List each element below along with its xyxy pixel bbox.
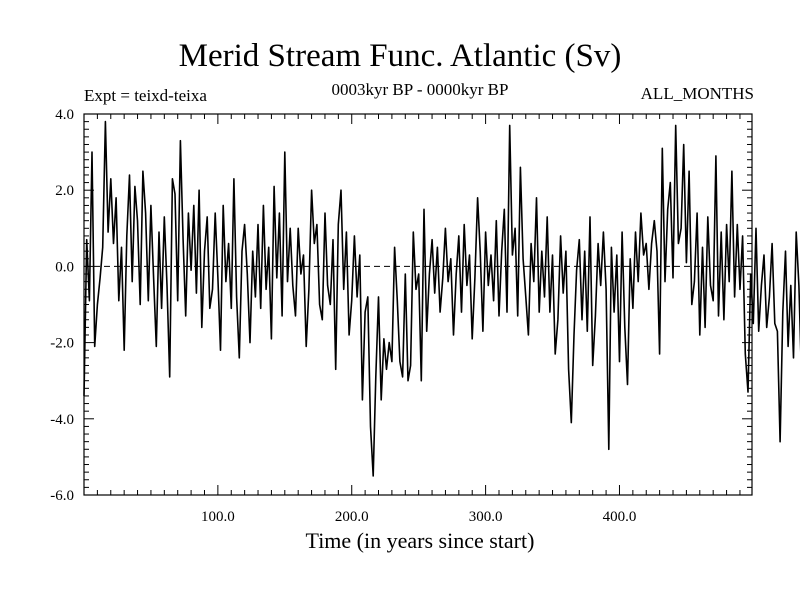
y-tick-label: 0.0 xyxy=(55,259,74,275)
y-tick-label: 4.0 xyxy=(55,107,74,123)
x-tick-label: 200.0 xyxy=(335,509,369,525)
y-tick-label: -2.0 xyxy=(50,336,74,352)
series-line-1 xyxy=(83,120,800,477)
y-tick-label: 2.0 xyxy=(55,183,74,199)
y-tick-label: -6.0 xyxy=(50,488,74,504)
x-axis-label: Time (in years since start) xyxy=(305,528,535,553)
plot-frame xyxy=(83,113,753,496)
experiment-label: Expt = teixd-teixa xyxy=(84,86,207,105)
months-label: ALL_MONTHS xyxy=(640,84,754,103)
x-tick-label: 400.0 xyxy=(603,509,637,525)
time-range-label: 0003kyr BP - 0000kyr BP xyxy=(331,80,509,99)
x-tick-label: 100.0 xyxy=(201,509,235,525)
x-tick-label: 300.0 xyxy=(469,509,503,525)
y-tick-label: -4.0 xyxy=(50,412,74,428)
chart-title: Merid Stream Func. Atlantic (Sv) xyxy=(178,38,622,74)
